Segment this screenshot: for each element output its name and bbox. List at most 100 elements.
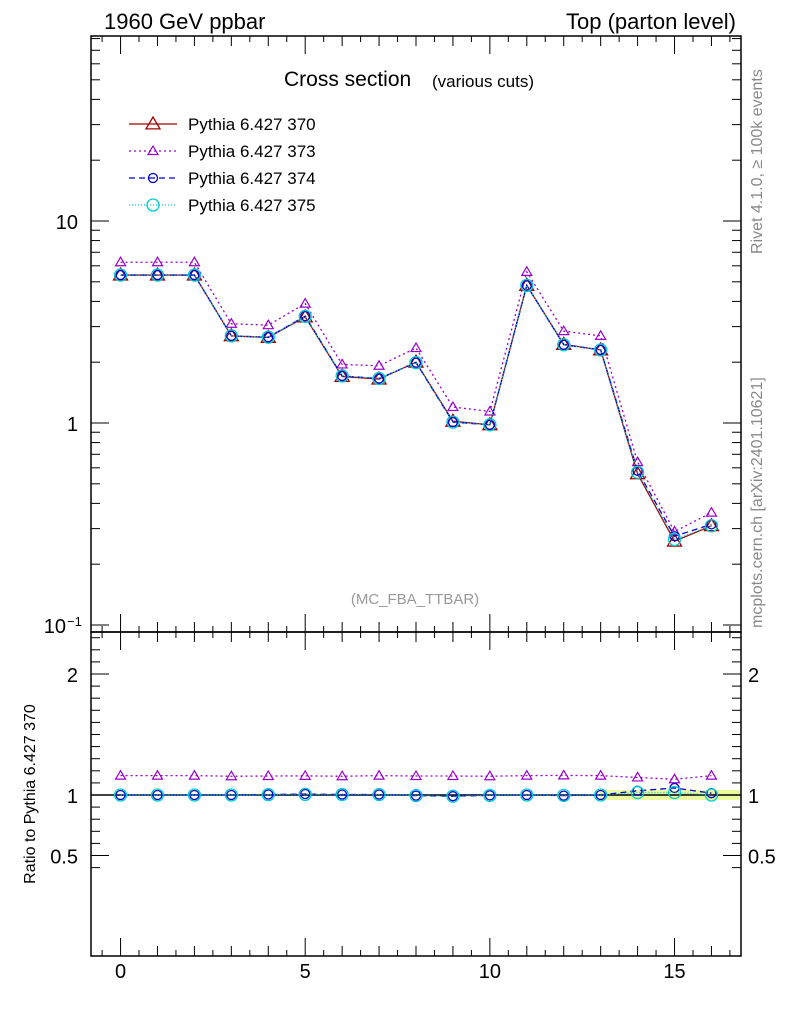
- data-point: [594, 329, 607, 340]
- data-point: [114, 769, 127, 780]
- data-point: [224, 329, 238, 343]
- data-point: [409, 769, 423, 781]
- data-point: [336, 770, 349, 781]
- main-title: Cross section: [284, 68, 411, 91]
- x-tick-label: 15: [663, 961, 685, 983]
- legend: Pythia 6.427 370 Pythia 6.427 373 Pythia 6…: [129, 115, 316, 215]
- series-1: [114, 256, 718, 536]
- data-point: [373, 789, 385, 800]
- data-point: [410, 790, 422, 801]
- series-3: [113, 268, 719, 547]
- data-point: [150, 788, 165, 802]
- data-point: [373, 373, 385, 384]
- data-point: [667, 532, 682, 547]
- data-point: [557, 788, 571, 803]
- data-point: [151, 256, 164, 267]
- data-point: [557, 769, 570, 780]
- data-point: [705, 769, 718, 780]
- data-point: [446, 769, 459, 781]
- series-line: [120, 274, 712, 538]
- data-point: [226, 789, 237, 801]
- header-left: 1960 GeV ppbar: [104, 9, 265, 34]
- data-point: [299, 297, 312, 308]
- series-line: [120, 274, 712, 543]
- ratio-series-1: [114, 769, 718, 784]
- data-point: [372, 787, 386, 802]
- data-point: [299, 769, 312, 780]
- data-point: [409, 788, 423, 803]
- data-point: [594, 788, 608, 802]
- data-point: [483, 418, 497, 432]
- data-point: [298, 787, 312, 802]
- data-point: [263, 789, 274, 800]
- y-tick-label: 10: [44, 616, 66, 638]
- data-point: [703, 517, 720, 532]
- data-point: [705, 506, 718, 517]
- data-point: [409, 355, 423, 370]
- data-point: [557, 324, 570, 336]
- data-point: [520, 265, 533, 276]
- x-tick-label: 5: [300, 961, 311, 983]
- series-2: [115, 269, 717, 542]
- data-point: [373, 359, 386, 370]
- data-point: [520, 769, 533, 780]
- data-point: [483, 788, 497, 803]
- data-point: [594, 769, 607, 780]
- data-point: [520, 788, 534, 802]
- data-point: [595, 344, 606, 356]
- y-tick-label: 10: [56, 212, 78, 234]
- data-point: [187, 268, 202, 282]
- data-point: [704, 788, 719, 802]
- data-point: [152, 789, 163, 801]
- legend-label: Pythia 6.427 375: [188, 196, 316, 215]
- data-point: [188, 256, 201, 267]
- y-tick-label: 1: [67, 414, 78, 436]
- data-point: [260, 329, 277, 344]
- data-point: [188, 769, 201, 780]
- y-tick-label-right: 1: [748, 786, 759, 808]
- y-tick-label-exponent: −1: [67, 614, 82, 629]
- data-point: [261, 330, 275, 344]
- data-point: [446, 400, 459, 412]
- x-tick-label: 10: [479, 961, 501, 983]
- data-point: [336, 358, 349, 369]
- y-tick-label: 1: [67, 786, 78, 808]
- data-point: [521, 789, 532, 801]
- data-point: [704, 519, 719, 533]
- data-point: [558, 339, 569, 350]
- ratio-x-ticks: 0 5 10 15: [101, 632, 731, 983]
- data-point: [225, 770, 238, 781]
- data-point: [335, 787, 349, 802]
- data-point: [151, 769, 164, 780]
- data-point: [225, 317, 238, 328]
- data-point: [113, 268, 128, 282]
- data-point: [594, 343, 608, 357]
- y-tick-label: 2: [67, 665, 78, 687]
- data-point: [668, 773, 681, 784]
- header-right: Top (parton level): [566, 9, 736, 34]
- ratio-ylabel: Ratio to Pythia 6.427 370: [22, 704, 39, 884]
- data-point: [224, 788, 238, 802]
- series-line: [120, 274, 712, 541]
- x-tick-label: 0: [115, 961, 126, 983]
- series-line: [120, 774, 712, 780]
- data-point: [630, 785, 645, 800]
- y-tick-label-right: 0.5: [748, 847, 776, 869]
- data-point: [409, 341, 423, 353]
- mcplots-label: mcplots.cern.ch [arXiv:2401.10621]: [749, 377, 766, 628]
- data-point: [187, 788, 202, 802]
- main-subtitle: (various cuts): [432, 72, 534, 91]
- data-point: [667, 785, 682, 800]
- data-point: [446, 789, 460, 803]
- data-point: [335, 369, 349, 383]
- data-point: [372, 371, 386, 386]
- data-point: [483, 405, 496, 416]
- series-line: [120, 791, 712, 797]
- main-x-ticks: [101, 36, 731, 632]
- data-point: [521, 280, 532, 291]
- data-point: [144, 115, 162, 130]
- legend-label: Pythia 6.427 373: [188, 142, 316, 161]
- data-point: [483, 770, 496, 781]
